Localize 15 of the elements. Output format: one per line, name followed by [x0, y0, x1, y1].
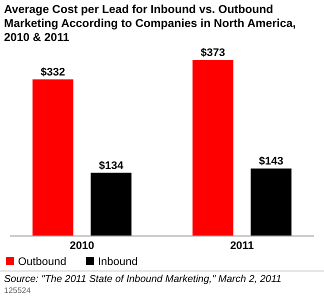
x-tick-label: 2011 — [230, 240, 254, 252]
bar — [250, 168, 292, 236]
text: 125524 — [4, 286, 32, 295]
data-label: $373 — [200, 47, 226, 59]
source-note: Source: "The 2011 State of Inbound Marketing," March 2, 2011 — [4, 274, 282, 285]
data-label: $134 — [98, 160, 124, 172]
legend-label: Inbound — [98, 256, 138, 268]
legend-label: Outbound — [18, 256, 66, 268]
bar — [90, 172, 132, 236]
bar — [192, 60, 234, 236]
chart-title: Average Cost per Lead for Inbound vs. Outbound Marketing According to Companies in North America, 2010 & 2011 — [4, 4, 296, 44]
data-label: $143 — [258, 156, 284, 168]
bar — [32, 79, 74, 236]
data-label: $332 — [40, 66, 66, 78]
x-tick-label: 2010 — [70, 240, 94, 252]
